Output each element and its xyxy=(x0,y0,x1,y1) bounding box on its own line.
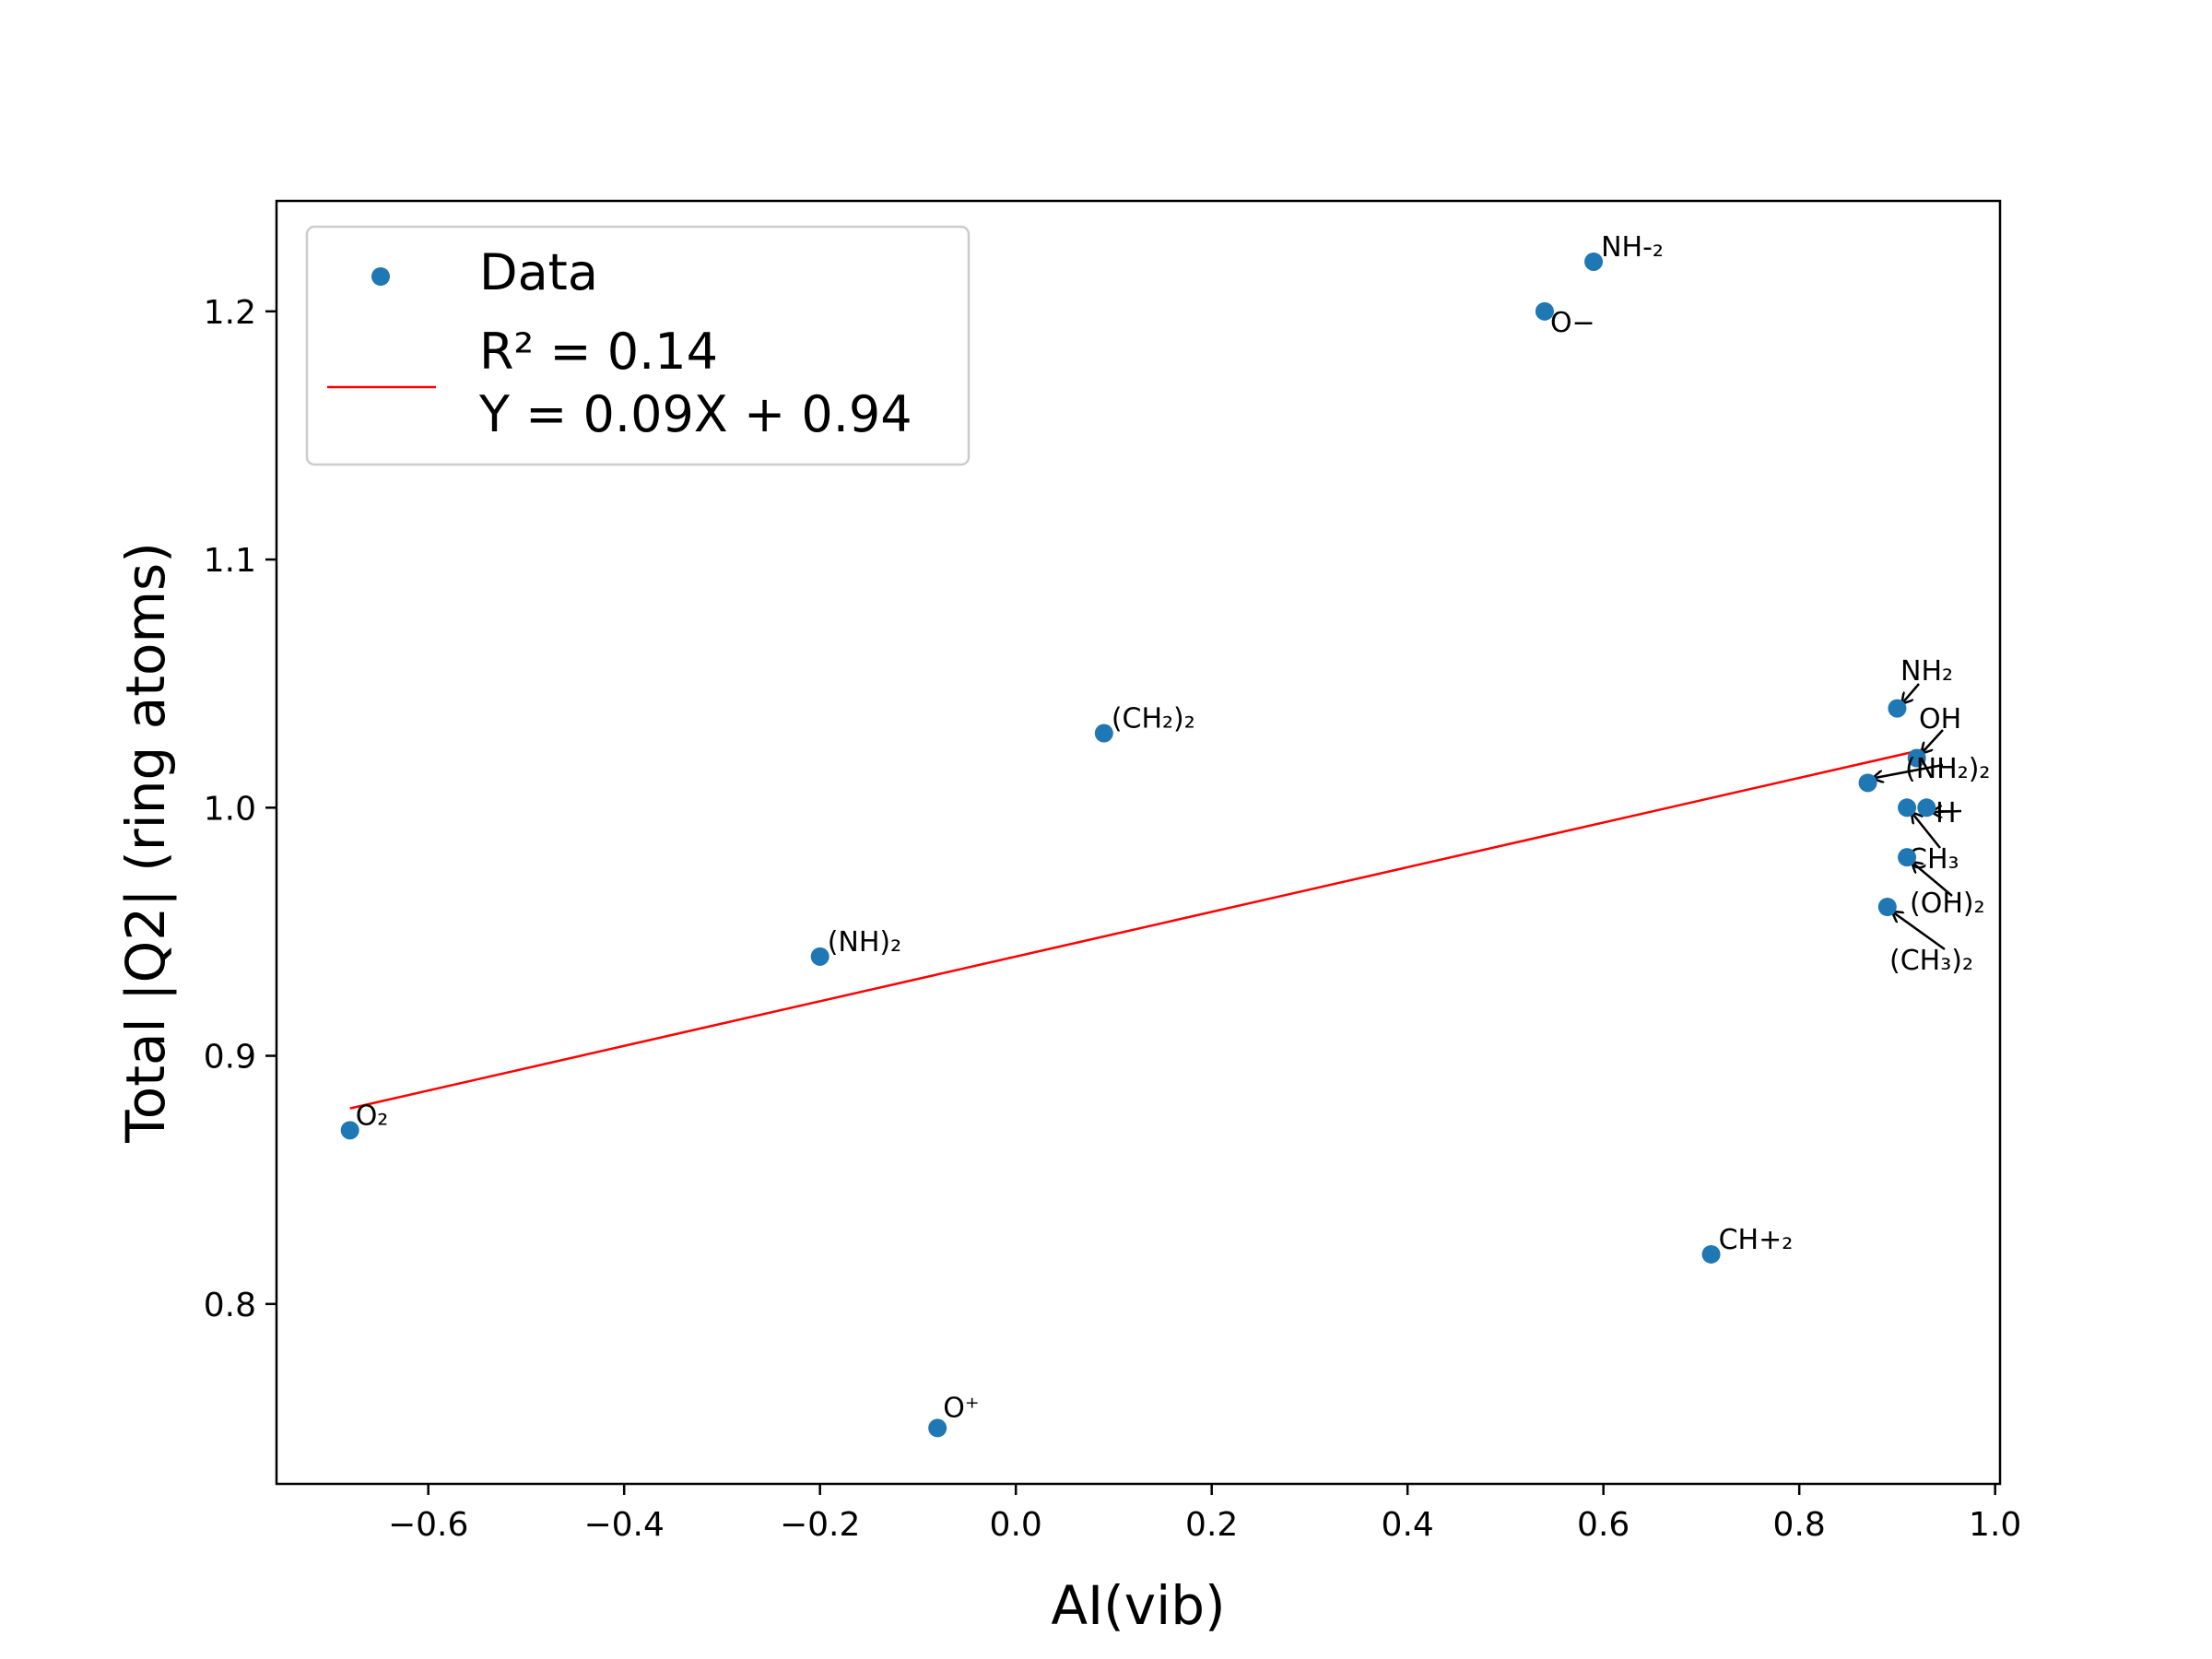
legend-label-equation: Y = 0.09X + 0.94 xyxy=(478,385,912,443)
point-label: OH xyxy=(1919,703,1961,735)
plot-area: NH-₂O−(CH₂)₂(NH)₂O₂CH+₂O⁺NH₂OH(NH₂)₂CH₃H… xyxy=(340,231,1990,1438)
data-point xyxy=(1917,798,1936,818)
point-label: NH-₂ xyxy=(1601,231,1664,264)
data-point xyxy=(1898,798,1917,818)
legend-label-r2: R² = 0.14 xyxy=(479,323,718,381)
point-label: (CH₃)₂ xyxy=(1889,945,1973,977)
axes-frame xyxy=(275,199,2002,1486)
y-tick-label: 0.9 xyxy=(204,1039,256,1077)
annotation-arrow xyxy=(1921,729,1944,754)
data-point xyxy=(1898,848,1917,867)
data-point xyxy=(340,1121,359,1140)
point-label: O⁺ xyxy=(943,1392,979,1424)
point-label: (NH)₂ xyxy=(828,926,901,959)
x-axis-label: AI(vib) xyxy=(1051,1574,1225,1637)
x-tick-label: 0.8 xyxy=(1773,1506,1826,1544)
point-label: O₂ xyxy=(356,1100,389,1132)
x-tick-label: −0.2 xyxy=(780,1506,860,1544)
data-point xyxy=(928,1418,947,1438)
legend-label-data: Data xyxy=(479,243,598,301)
y-axis-label: Total |Q2| (ring atoms) xyxy=(114,542,177,1144)
legend-box xyxy=(305,225,971,466)
annotation-arrow xyxy=(1892,912,1946,951)
x-tick-label: −0.6 xyxy=(388,1506,468,1544)
data-point xyxy=(1701,1244,1721,1264)
axes: −0.6 −0.4 −0.2 0.0 0.2 0.4 0.6 0.8 1.0 0.8 0.9 1.0 1… xyxy=(114,199,2021,1637)
x-tick-label: 0.2 xyxy=(1185,1506,1238,1544)
data-point xyxy=(1858,773,1877,793)
point-label: (OH)₂ xyxy=(1910,888,1985,920)
point-label: (CH₂)₂ xyxy=(1112,703,1195,735)
data-point xyxy=(1877,898,1897,917)
data-point xyxy=(1535,301,1554,321)
data-point xyxy=(1888,699,1907,718)
annotation-arrow xyxy=(1872,763,1944,779)
point-label: H xyxy=(1936,797,1957,830)
data-point xyxy=(1907,748,1926,768)
data-point xyxy=(1094,724,1113,743)
y-tick-label: 1.1 xyxy=(204,542,256,580)
point-label: NH₂ xyxy=(1900,655,1953,688)
annotation-arrow xyxy=(1931,811,1962,812)
data-point xyxy=(810,947,830,966)
point-label: O− xyxy=(1550,307,1595,339)
annotation-arrow xyxy=(1912,812,1941,849)
legend-marker-data xyxy=(371,267,390,286)
data-point xyxy=(1584,252,1604,271)
x-tick-label: 1.0 xyxy=(1969,1506,2021,1544)
point-label: (NH₂)₂ xyxy=(1905,753,1990,785)
point-label: CH+₂ xyxy=(1719,1224,1794,1256)
legend: Data R² = 0.14Y = 0.09X + 0.94 xyxy=(305,225,971,466)
fit-line xyxy=(349,747,1927,1110)
y-tick-label: 1.0 xyxy=(204,790,256,828)
y-tick-label: 0.8 xyxy=(204,1287,256,1324)
x-tick-label: 0.4 xyxy=(1382,1506,1434,1544)
x-tick-label: 0.6 xyxy=(1577,1506,1630,1544)
annotation-arrow xyxy=(1901,683,1920,704)
x-tick-label: −0.4 xyxy=(583,1506,664,1544)
annotation-arrow xyxy=(1912,862,1953,897)
y-tick-label: 1.2 xyxy=(204,294,256,332)
x-tick-label: 0.0 xyxy=(990,1506,1042,1544)
